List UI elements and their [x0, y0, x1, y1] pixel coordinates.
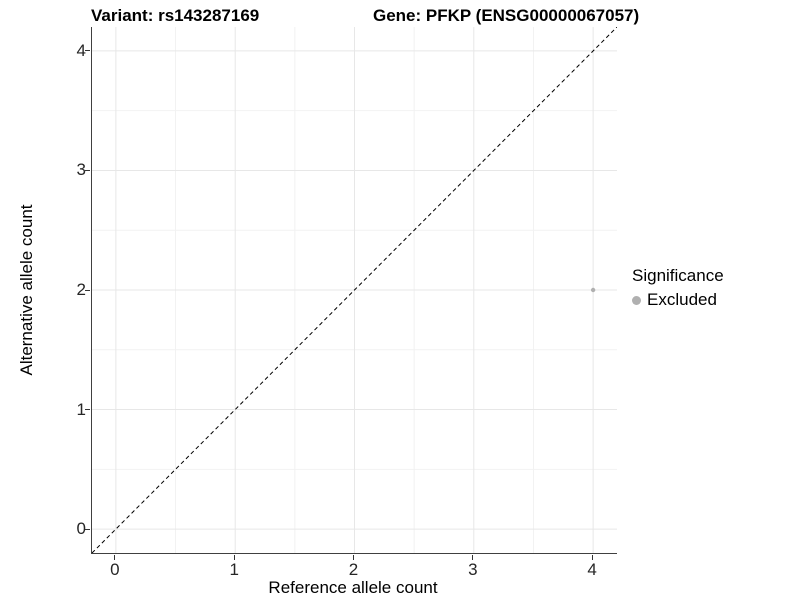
title-variant: Variant: rs143287169 [91, 6, 260, 25]
excluded-point-swatch-icon [632, 295, 641, 305]
y-tick-label: 1 [76, 399, 86, 419]
y-tick-mark [85, 409, 90, 411]
data-point [590, 287, 596, 293]
x-tick-mark [114, 555, 116, 560]
y-tick-mark [85, 50, 90, 52]
plot-area [92, 27, 617, 553]
y-tick-label: 4 [76, 40, 86, 60]
x-axis-title: Reference allele count [268, 578, 438, 597]
y-tick-mark [85, 528, 90, 530]
y-tick-label: 0 [76, 519, 86, 539]
legend-title: Significance [632, 266, 724, 285]
y-tick-label: 2 [76, 280, 86, 299]
x-tick-mark [233, 555, 235, 560]
x-tick-label: 4 [587, 560, 597, 579]
legend-item-label: Excluded [647, 290, 717, 309]
title-gene: Gene: PFKP (ENSG00000067057) [373, 6, 640, 25]
x-tick-label: 1 [229, 560, 239, 579]
y-tick-mark [85, 169, 90, 171]
y-axis-title: Alternative allele count [17, 204, 36, 376]
x-tick-mark [591, 555, 593, 560]
x-tick-mark [353, 555, 354, 560]
y-tick-mark [85, 289, 90, 291]
plot-panel [91, 27, 617, 554]
legend: Significance Excluded [632, 266, 724, 310]
legend-item-excluded: Excluded [632, 290, 724, 310]
x-tick-label: 2 [348, 560, 359, 579]
x-tick-label: 3 [468, 560, 478, 579]
identity-line [92, 27, 617, 553]
y-tick-label: 3 [76, 160, 86, 180]
x-tick-mark [472, 555, 474, 560]
x-tick-label: 0 [110, 560, 120, 579]
